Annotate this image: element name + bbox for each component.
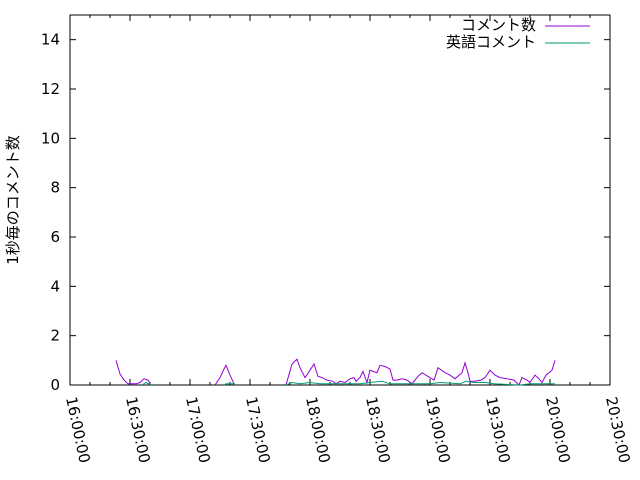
axes: 0 2 4 6 8 10 12 14 16:00:00 16:30:00 17:00:00 17:30…	[41, 15, 634, 465]
plot-border	[69, 14, 611, 386]
series-line-0	[214, 364, 237, 386]
series-line-1	[141, 381, 152, 386]
legend-label-1: 英語コメント	[446, 33, 536, 51]
x-tick-label: 19:30:00	[482, 395, 514, 465]
series-line-1	[285, 380, 555, 386]
series-line-0	[285, 358, 556, 386]
series-line-0	[115, 360, 152, 386]
series-lines	[115, 358, 556, 386]
legend-label-0: コメント数	[461, 16, 536, 34]
x-tick-label: 19:00:00	[422, 395, 454, 465]
y-axis-label: 1秒毎のコメント数	[4, 135, 22, 265]
y-tick-label: 8	[50, 179, 60, 197]
x-tick-label: 17:00:00	[182, 395, 214, 465]
y-tick-label: 2	[50, 327, 60, 345]
x-tick-label: 20:00:00	[542, 395, 574, 465]
y-tick-label: 0	[50, 376, 60, 394]
x-tick-label: 18:30:00	[362, 395, 394, 465]
x-tick-label: 16:30:00	[122, 395, 154, 465]
legend: コメント数 英語コメント	[446, 16, 590, 51]
series-line-1	[223, 383, 237, 386]
y-tick-label: 10	[41, 129, 60, 147]
y-tick-label: 6	[50, 228, 60, 246]
y-tick-label: 14	[41, 31, 60, 49]
x-tick-label: 20:30:00	[602, 395, 634, 465]
x-tick-label: 18:00:00	[302, 395, 334, 465]
y-tick-label: 12	[41, 80, 60, 98]
x-tick-label: 16:00:00	[62, 395, 94, 465]
x-tick-label: 17:30:00	[242, 395, 274, 465]
y-tick-label: 4	[50, 277, 60, 295]
